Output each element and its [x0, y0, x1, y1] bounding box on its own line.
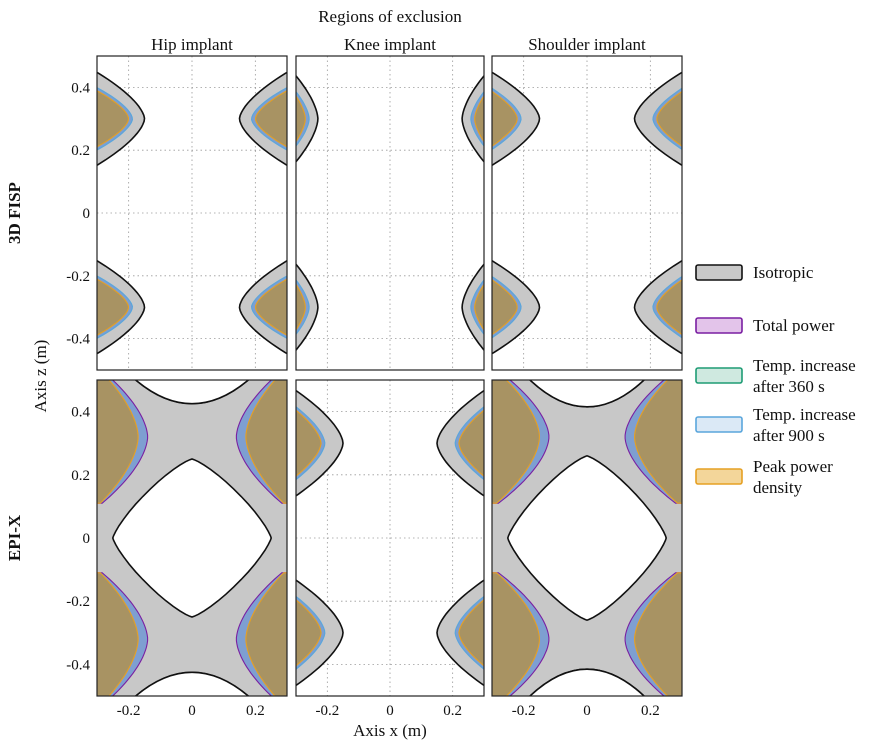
- panel-0-1: [296, 56, 484, 370]
- peak-power-region: [492, 572, 540, 696]
- peak-power-region: [245, 380, 287, 504]
- x-tick-label: 0: [386, 703, 394, 719]
- x-tick-label: 0: [583, 703, 591, 719]
- panel-frame: [491, 379, 683, 697]
- x-tick-label: -0.2: [315, 703, 339, 719]
- legend-label: density: [753, 478, 803, 497]
- legend-label: Isotropic: [753, 263, 814, 282]
- panel-frame: [96, 55, 288, 371]
- peak-power-region: [255, 90, 287, 148]
- legend-swatch: [695, 367, 743, 384]
- y-tick-label: 0: [83, 531, 91, 547]
- panel-1-2: [492, 380, 682, 696]
- y-tick-label: 0: [83, 206, 91, 222]
- peak-power-region: [296, 283, 306, 332]
- legend-label: Temp. increase: [753, 356, 856, 375]
- peak-power-region: [492, 380, 540, 504]
- panel-1-0: [97, 380, 287, 696]
- y-tick-label: -0.2: [66, 594, 90, 610]
- isotropic-outer-boundary: [134, 380, 250, 405]
- x-tick-label: 0.2: [641, 703, 660, 719]
- y-tick-label: -0.2: [66, 269, 90, 285]
- x-tick-label: 0.2: [443, 703, 462, 719]
- peak-power-region: [97, 90, 129, 148]
- row-label-epix: EPI-X: [5, 514, 24, 561]
- legend-label: Peak power: [753, 457, 833, 476]
- legend-label: Total power: [753, 316, 835, 335]
- legend-label: after 360 s: [753, 377, 825, 396]
- x-tick-label: 0.2: [246, 703, 265, 719]
- legend-swatch: [695, 468, 743, 485]
- peak-power-region: [656, 90, 682, 147]
- isotropic-inner-boundary: [506, 454, 668, 622]
- peak-power-region: [296, 94, 306, 143]
- x-tick-label: 0: [188, 703, 196, 719]
- panel-frame: [295, 379, 485, 697]
- peak-power-region: [97, 380, 139, 504]
- peak-power-region: [492, 90, 518, 147]
- y-tick-label: -0.4: [66, 657, 90, 673]
- peak-power-region: [634, 380, 682, 504]
- peak-power-region: [245, 572, 287, 696]
- column-title-hip: Hip implant: [151, 35, 233, 54]
- panel-1-1: [296, 380, 484, 696]
- y-axis-label: Axis z (m): [31, 340, 50, 413]
- column-title-shoulder: Shoulder implant: [528, 35, 646, 54]
- peak-power-region: [97, 278, 129, 336]
- peak-power-region: [458, 409, 484, 477]
- x-axis-label: Axis x (m): [353, 721, 427, 740]
- panel-0-0: [97, 56, 287, 370]
- peak-power-region: [474, 283, 484, 332]
- ticks: 0.4 0.2 0 -0.2 -0.4 0.4 0.2 0 -0.2 -0.4 -0.2 0 0.2 -0…: [66, 80, 659, 719]
- panel-frame: [96, 379, 288, 697]
- isotropic-inner-boundary: [111, 458, 273, 618]
- legend-swatch: [695, 317, 743, 334]
- y-tick-label: 0.2: [71, 468, 90, 484]
- y-tick-label: 0.4: [71, 405, 90, 421]
- y-tick-label: 0.4: [71, 80, 90, 96]
- figure-title: Regions of exclusion: [318, 7, 462, 26]
- peak-power-region: [634, 572, 682, 696]
- panel-frame: [295, 55, 485, 371]
- peak-power-region: [492, 279, 518, 336]
- legend-swatch: [695, 416, 743, 433]
- x-tick-label: -0.2: [117, 703, 141, 719]
- isotropic-outer-boundary: [134, 671, 250, 696]
- row-label-3dfisp: 3D FISP: [5, 182, 24, 244]
- panels: [96, 55, 683, 697]
- y-tick-label: 0.2: [71, 143, 90, 159]
- peak-power-region: [458, 599, 484, 667]
- column-title-knee: Knee implant: [344, 35, 436, 54]
- legend-label: Temp. increase: [753, 405, 856, 424]
- peak-power-region: [97, 572, 139, 696]
- peak-power-region: [296, 599, 322, 667]
- x-tick-label: -0.2: [512, 703, 536, 719]
- peak-power-region: [255, 278, 287, 336]
- peak-power-region: [296, 409, 322, 477]
- legend-label: after 900 s: [753, 426, 825, 445]
- legend: Isotropic Total power Temp. increase after …: [695, 263, 856, 497]
- peak-power-region: [474, 94, 484, 143]
- legend-swatch: [695, 264, 743, 281]
- peak-power-region: [656, 279, 682, 336]
- y-tick-label: -0.4: [66, 332, 90, 348]
- panel-frame: [491, 55, 683, 371]
- panel-0-2: [492, 56, 682, 370]
